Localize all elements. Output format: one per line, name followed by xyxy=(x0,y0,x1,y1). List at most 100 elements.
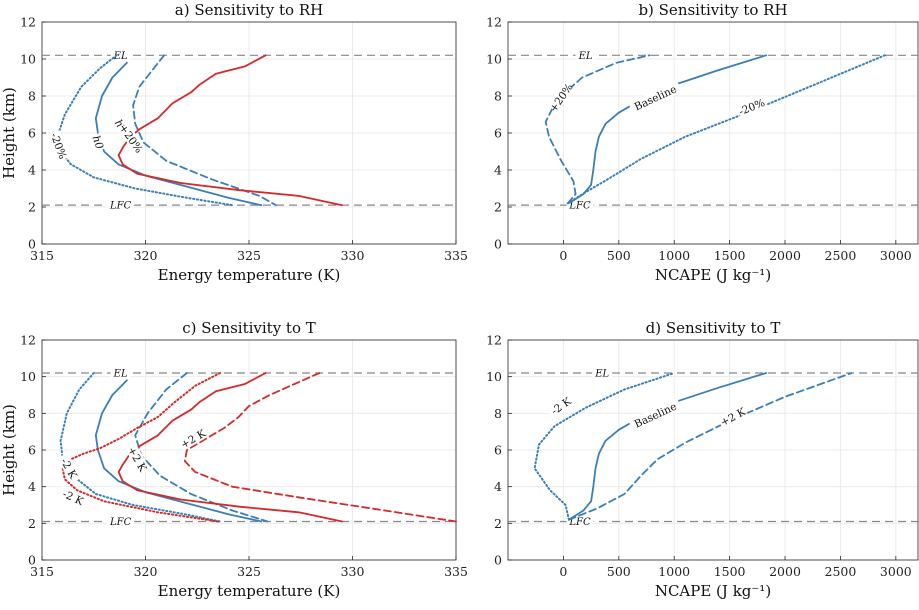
curve-label-group: +2 K xyxy=(125,443,151,475)
x-tick-label: 320 xyxy=(134,564,158,579)
curve-label-bg xyxy=(628,80,682,115)
y-axis-label: Height (km) xyxy=(0,87,18,179)
y-tick-label: 0 xyxy=(28,237,36,252)
x-tick-label: 0 xyxy=(559,564,567,579)
x-tick-label: 325 xyxy=(237,248,261,263)
ref-label-bg xyxy=(575,49,596,62)
series-line xyxy=(61,372,221,523)
ref-label-el: EL xyxy=(113,51,128,62)
x-tick-label: 320 xyxy=(134,248,158,263)
x-axis-label: Energy temperature (K) xyxy=(158,582,341,600)
curve-label-bg xyxy=(177,426,209,451)
y-tick-label: 6 xyxy=(494,443,502,458)
chart-title: d) Sensitivity to T xyxy=(646,319,781,337)
y-tick-label: 2 xyxy=(28,516,36,531)
y-tick-label: 6 xyxy=(494,126,502,141)
curve-label-bg xyxy=(628,397,682,432)
panel-d: 0 500 1000 1500 2000 2500 3000 0 2 4 6 8 10 12 d) Sens… xyxy=(486,319,919,600)
ref-label-el: EL xyxy=(578,51,593,62)
y-tick-label: 8 xyxy=(28,89,36,104)
y-tick-label: 12 xyxy=(20,333,36,348)
curve-label: Baseline xyxy=(633,401,679,431)
series-line xyxy=(568,372,853,521)
chart-title: a) Sensitivity to RH xyxy=(175,1,323,19)
y-tick-label: 0 xyxy=(494,237,502,252)
chart-title: c) Sensitivity to T xyxy=(182,319,316,337)
y-tick-label: 2 xyxy=(494,200,502,215)
x-axis-label: NCAPE (J kg⁻¹) xyxy=(655,582,771,600)
ref-label-bg xyxy=(107,515,135,528)
x-tick-label: 330 xyxy=(341,564,365,579)
curve-label: +2 K xyxy=(179,427,208,451)
y-tick-label: 6 xyxy=(28,126,36,141)
curve-label-group: -20% xyxy=(48,130,70,162)
y-tick-label: 10 xyxy=(486,52,502,67)
curve-label-bg xyxy=(545,392,577,419)
panel-a: 315 320 325 330 335 0 2 4 6 8 10 12 a) Sensitivity t… xyxy=(0,1,468,284)
x-tick-label: 1000 xyxy=(658,564,690,579)
curve-label-bg xyxy=(56,452,82,484)
x-tick-label: 330 xyxy=(341,248,365,263)
y-tick-label: 12 xyxy=(20,15,36,30)
y-tick-label: 4 xyxy=(28,479,36,494)
curve-label: -20% xyxy=(48,131,68,160)
curve-label-group: +20% xyxy=(547,82,575,115)
x-tick-label: 3000 xyxy=(880,564,912,579)
x-tick-label: 2000 xyxy=(769,248,801,263)
series-line xyxy=(568,54,768,205)
chart-title: b) Sensitivity to RH xyxy=(638,1,787,19)
y-tick-label: 8 xyxy=(494,406,502,421)
x-tick-label: 325 xyxy=(237,564,261,579)
series-line xyxy=(544,54,651,205)
x-axis-label: Energy temperature (K) xyxy=(158,266,341,284)
y-tick-label: 4 xyxy=(494,479,502,494)
x-tick-label: 1000 xyxy=(658,248,690,263)
curve-label: Baseline xyxy=(633,83,679,113)
ref-label-lfc: LFC xyxy=(568,201,591,212)
y-tick-label: 12 xyxy=(486,333,502,348)
x-tick-label: 1500 xyxy=(714,564,746,579)
ref-label-bg xyxy=(566,199,594,212)
x-axis-label: NCAPE (J kg⁻¹) xyxy=(655,266,771,284)
x-tick-label: 2500 xyxy=(825,248,857,263)
x-tick-label: 335 xyxy=(444,564,468,579)
ref-label-bg xyxy=(110,49,131,62)
y-tick-label: 10 xyxy=(20,369,36,384)
curve-label-group: h0 xyxy=(89,132,107,152)
y-tick-label: 0 xyxy=(28,553,36,568)
x-tick-label: 1500 xyxy=(714,248,746,263)
curve-label-bg xyxy=(57,485,89,509)
series-line xyxy=(94,379,263,523)
y-tick-label: 4 xyxy=(494,163,502,178)
curve-label-bg xyxy=(125,443,151,475)
x-tick-label: 500 xyxy=(607,248,631,263)
y-tick-label: 2 xyxy=(28,200,36,215)
series-line xyxy=(94,61,263,207)
ref-label-lfc: LFC xyxy=(568,517,591,528)
panel-b: 0 500 1000 1500 2000 2500 3000 0 2 4 6 8 10 12 b) Sens… xyxy=(486,1,919,284)
x-tick-label: 3000 xyxy=(880,248,912,263)
curve-label: -20% xyxy=(737,97,766,118)
curve-label-group: +2 K xyxy=(177,426,209,451)
curve-label-bg xyxy=(717,404,749,429)
x-tick-label: 2500 xyxy=(825,564,857,579)
y-tick-label: 6 xyxy=(28,443,36,458)
series-line xyxy=(568,372,768,521)
y-axis-label: Height (km) xyxy=(0,404,18,496)
ref-label-bg xyxy=(110,367,131,379)
series-line xyxy=(134,372,269,523)
ref-label-bg xyxy=(107,199,135,212)
series-line xyxy=(566,54,886,205)
y-tick-label: 10 xyxy=(20,52,36,67)
ref-label-el: EL xyxy=(113,369,128,380)
curve-label-group: +2 K xyxy=(717,404,749,429)
ref-label-el: EL xyxy=(594,369,609,380)
curve-label-group: -2 K xyxy=(56,452,82,484)
curve-label-bg xyxy=(118,123,145,154)
ref-label-lfc: LFC xyxy=(109,201,132,212)
ref-label-lfc: LFC xyxy=(109,517,132,528)
x-tick-label: 315 xyxy=(30,248,54,263)
y-tick-label: 8 xyxy=(28,406,36,421)
curve-label: +20% xyxy=(547,82,575,115)
x-tick-label: 0 xyxy=(559,248,567,263)
